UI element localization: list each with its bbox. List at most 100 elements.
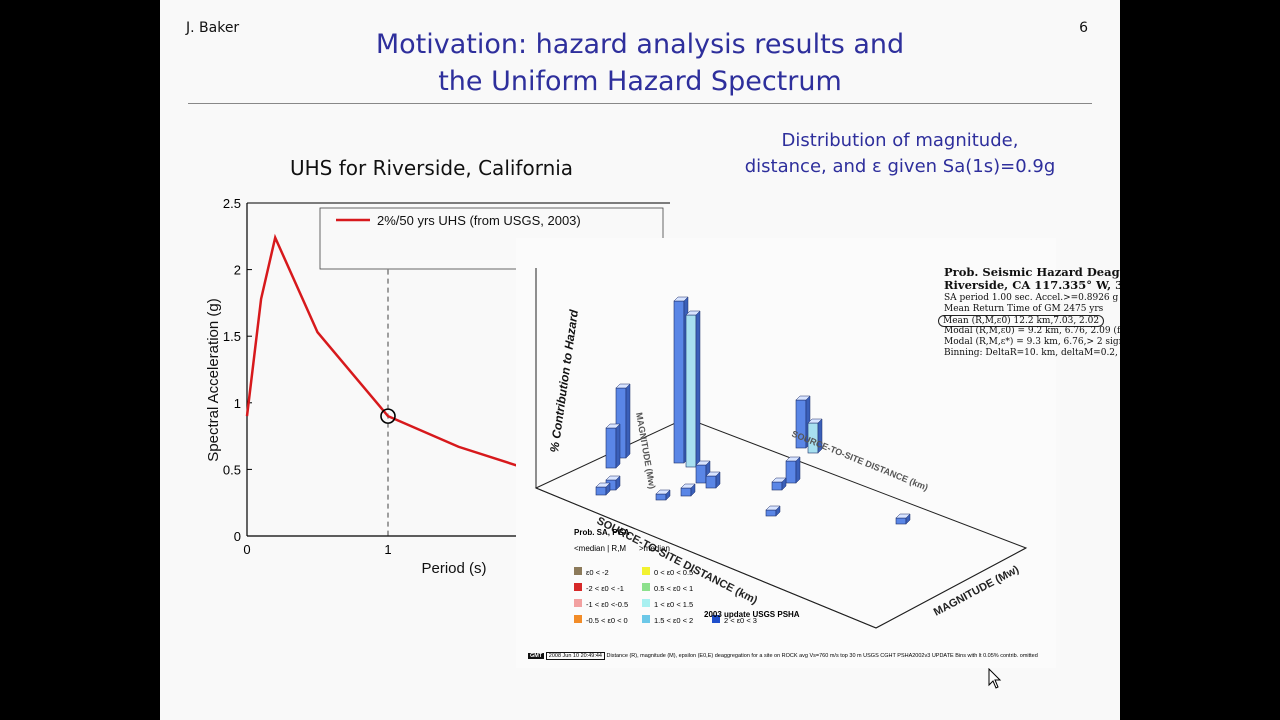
deagg-plot: % Contribution to Hazard SOURCE-TO-SITE … — [534, 268, 1028, 629]
deagg-bar — [771, 481, 783, 491]
y-tick-label: 0 — [234, 529, 241, 544]
deagg-subtitle-line2: distance, and ε given Sa(1s)=0.9g — [744, 156, 1056, 177]
deagg-distance-label-back: SOURCE-TO-SITE DISTANCE (km) — [790, 429, 929, 493]
legend-item: 1.5 < ε0 < 2 — [642, 608, 693, 627]
legend-item: -0.5 < ε0 < 0 — [574, 608, 628, 627]
legend-item: 2 < ε0 < 3 — [712, 608, 757, 627]
deagg-bar-side — [690, 483, 696, 497]
legend-swatch — [574, 598, 582, 607]
legend-item: -1 < ε0 <-0.5 — [574, 592, 628, 611]
legend-item: 1 < ε0 < 1.5 — [642, 592, 693, 611]
update-note: 2003 update USGS PSHA — [704, 610, 800, 619]
deagg-bar-side — [665, 489, 671, 501]
deagg-info-line: Mean Return Time of GM 2475 yrs — [944, 304, 1104, 314]
deagg-bar — [705, 475, 717, 489]
page-number: 6 — [1079, 20, 1088, 36]
y-ticks: 0 0.5 1 1.5 2 2.5 — [223, 196, 252, 544]
deagg-bar-side — [625, 383, 631, 459]
legend-header1: Prob. SA, PGA — [574, 528, 630, 537]
uhs-axes — [246, 202, 670, 537]
legend-item-label: -2 < ε0 < -1 — [586, 584, 624, 593]
deagg-title1: Prob. Seismic Hazard Deaggregation — [944, 265, 1120, 279]
legend-item: 0.5 < ε0 < 1 — [642, 576, 693, 595]
y-tick-label: 0.5 — [223, 462, 241, 477]
deagg-bar-side — [781, 477, 787, 491]
deagg-bar — [685, 314, 697, 468]
deagg-footer: GMT 2008 Jun 10 20:49:44 Distance (R), m… — [528, 652, 1038, 660]
deagg-info-line: Modal (R,M,ε*) = 9.3 km, 6.76,> 2 sigma … — [944, 337, 1120, 347]
deagg-bar-side — [795, 456, 801, 484]
deagg-bar-side — [695, 310, 701, 468]
deagg-bar — [605, 427, 617, 469]
deagg-info-line: Modal (R,M,ε0) = 9.2 km, 6.76, 2.09 (fro… — [944, 326, 1120, 336]
legend-item-label: 1 < ε0 < 1.5 — [654, 600, 694, 609]
legend-label: 2%/50 yrs UHS (from USGS, 2003) — [377, 213, 581, 228]
author-label: J. Baker — [186, 20, 240, 36]
x-axis-label: Period (s) — [421, 560, 486, 577]
legend-item-label: 2 < ε0 < 3 — [724, 616, 757, 625]
legend-header2: <median | R,M — [574, 544, 627, 553]
deagg-info-line: Binning: DeltaR=10. km, deltaM=0.2, Delt… — [944, 348, 1120, 358]
legend-item-label: -1 < ε0 <-0.5 — [586, 600, 629, 609]
deagg-bar — [595, 486, 607, 496]
legend-item: ε0 < -2 — [574, 560, 609, 579]
deagg-bars — [595, 296, 911, 525]
y-tick-label: 1 — [234, 396, 241, 411]
slide-title: Motivation: hazard analysis results and … — [160, 26, 1120, 100]
deagg-bar — [765, 509, 777, 517]
deagg-magnitude-axis — [875, 547, 1027, 629]
legend-item: -2 < ε0 < -1 — [574, 576, 624, 595]
deagg-footer-text: Distance (R), magnitude (M), epsilon (E0… — [606, 653, 1038, 659]
mouse-cursor-icon — [988, 668, 1002, 689]
legend-item-label: 0 < ε0 < 0.5 — [654, 568, 694, 577]
deagg-distance-axis — [535, 487, 877, 629]
deagg-bar-side — [605, 482, 611, 496]
legend-header3: >median — [639, 544, 670, 553]
legend-item-label: 0.5 < ε0 < 1 — [654, 584, 694, 593]
deagg-bar — [785, 460, 797, 484]
legend-swatch — [574, 566, 582, 575]
deagg-bar-side — [817, 418, 823, 454]
slide-title-line2: the Uniform Hazard Spectrum — [438, 66, 842, 97]
deagg-z-label: % Contribution to Hazard — [547, 308, 581, 453]
highlight-point-marker — [380, 408, 396, 424]
deagg-bar — [680, 487, 692, 497]
legend-swatch — [642, 566, 650, 575]
legend-item-label: ε0 < -2 — [586, 568, 609, 577]
legend-swatch — [642, 582, 650, 591]
title-divider — [188, 103, 1092, 104]
legend-item-label: 1.5 < ε0 < 2 — [654, 616, 694, 625]
deagg-info-line: Mean (R,M,ε0) 12.2 km,7.03, 2.02 — [938, 315, 1105, 327]
deagg-subtitle: Distribution of magnitude, distance, and… — [720, 128, 1080, 180]
legend-swatch — [574, 614, 582, 623]
x-tick-label: 1 — [384, 542, 391, 557]
legend-swatch — [574, 582, 582, 591]
legend-item: 0 < ε0 < 0.5 — [642, 560, 693, 579]
deagg-bar-side — [615, 475, 621, 491]
gmt-date: 2008 Jun 10 20:49:44 — [545, 652, 605, 660]
legend-item-label: -0.5 < ε0 < 0 — [586, 616, 628, 625]
y-tick-label: 2 — [234, 263, 241, 278]
deagg-bar-side — [775, 505, 781, 517]
deagg-bar — [895, 517, 907, 525]
deagg-bar-side — [905, 513, 911, 525]
deagg-bar — [695, 464, 707, 484]
x-tick-label: 0 — [243, 542, 250, 557]
deagg-subtitle-line1: Distribution of magnitude, — [781, 130, 1019, 151]
slide: J. Baker 6 Motivation: hazard analysis r… — [160, 0, 1120, 720]
legend-swatch — [712, 614, 720, 623]
deagg-magnitude-label-back: MAGNITUDE (Mw) — [634, 412, 657, 490]
deagg-bar — [655, 493, 667, 501]
legend-swatch — [642, 614, 650, 623]
deagg-bar — [673, 300, 685, 464]
deagg-info-line: SA period 1.00 sec. Accel.>=0.8926 g — [944, 293, 1119, 303]
slide-title-line1: Motivation: hazard analysis results and — [375, 29, 905, 60]
deagg-title2: Riverside, CA 117.335° W, 33.979 N. — [944, 278, 1120, 292]
legend-swatch — [642, 598, 650, 607]
deagg-bar-side — [715, 471, 721, 489]
deagg-bar-side — [615, 423, 621, 469]
deaggregation-figure: % Contribution to Hazard SOURCE-TO-SITE … — [516, 238, 1120, 668]
gmt-badge: GMT — [528, 653, 545, 659]
